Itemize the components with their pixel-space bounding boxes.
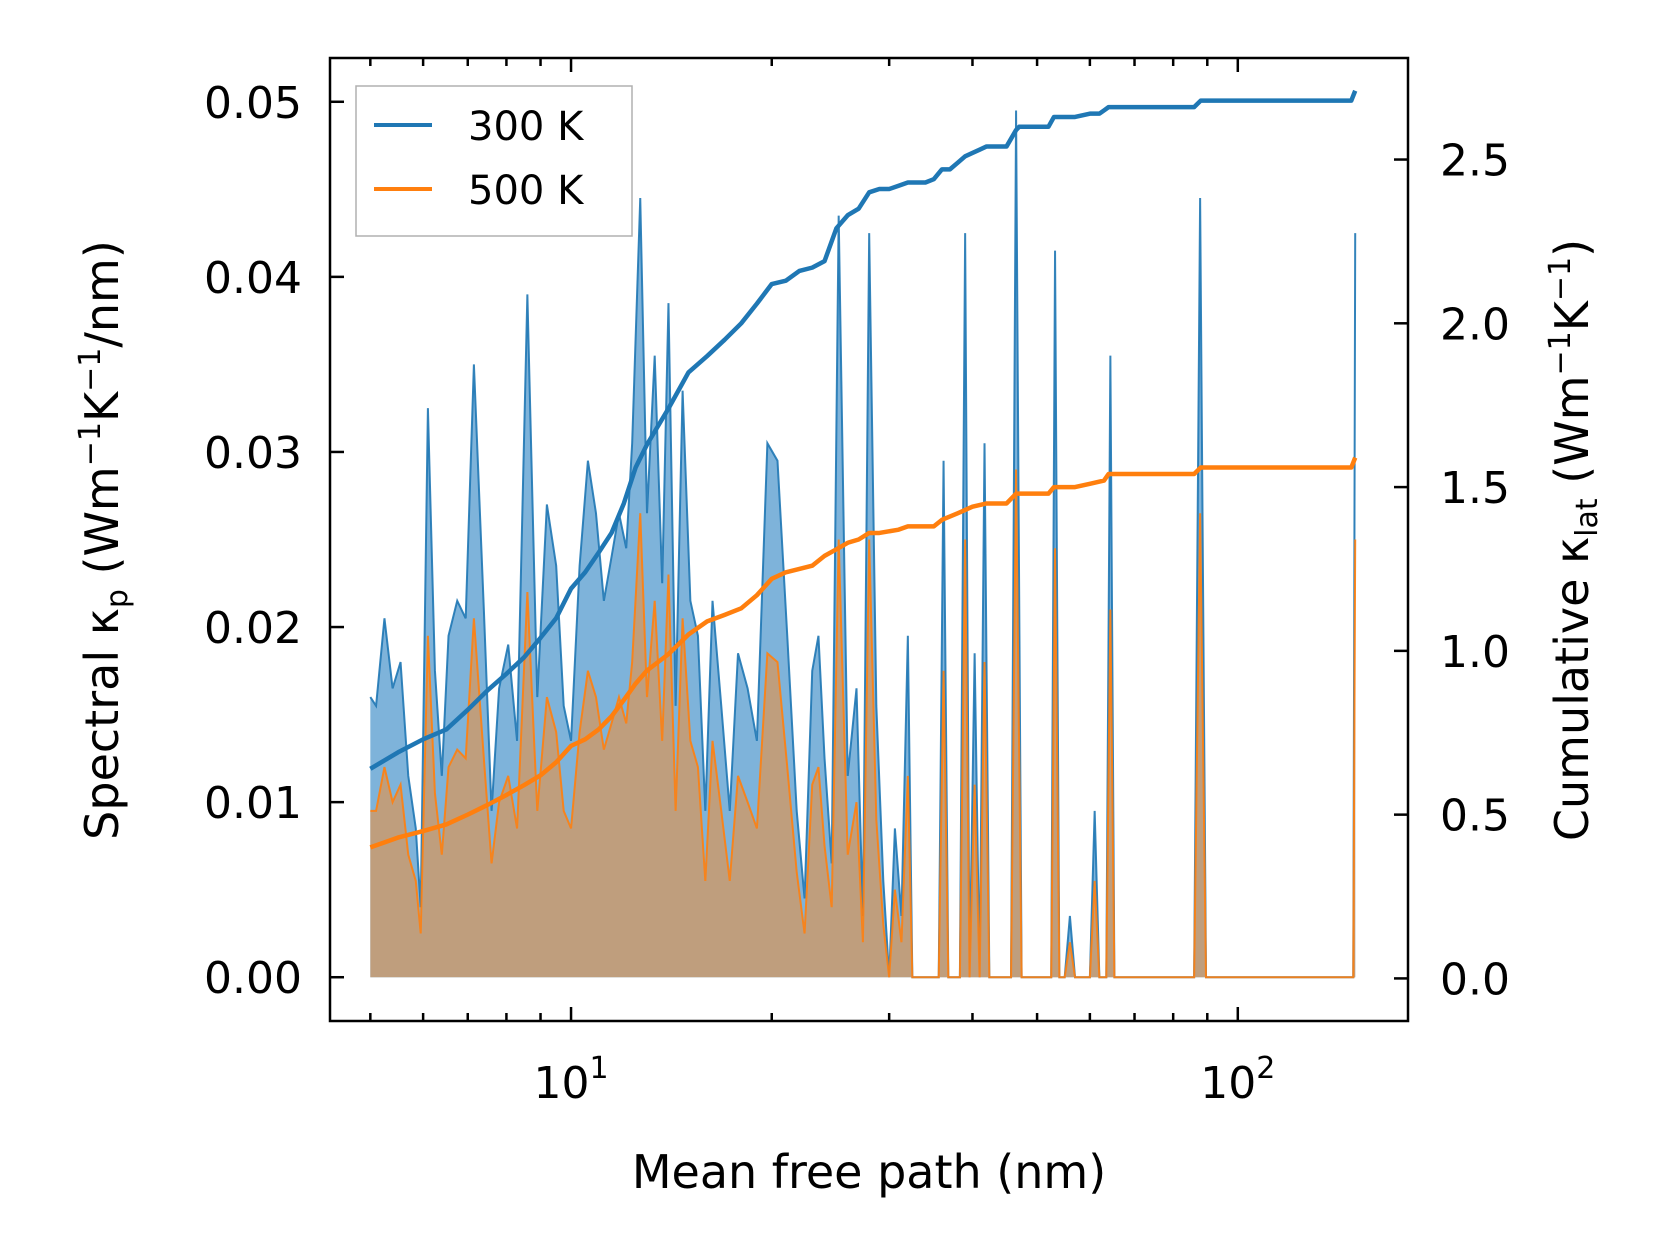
spectral-fills — [369, 110, 1357, 979]
left-tick-label: 0.05 — [204, 78, 302, 129]
legend: 300 K 500 K — [355, 85, 633, 237]
cumulative-line-500k — [369, 456, 1358, 850]
left-tick-label: 0.04 — [204, 253, 302, 304]
spectral-fill-500k — [370, 469, 1356, 978]
legend-box — [355, 85, 633, 237]
left-tick-label: 0.01 — [204, 778, 302, 829]
x-tick-label: 102 — [1200, 1051, 1275, 1109]
axis-ticks — [330, 58, 1408, 1021]
right-tick-label: 1.5 — [1440, 463, 1510, 514]
x-tick-label: 101 — [533, 1051, 608, 1109]
x-axis-title: Mean free path (nm) — [632, 1145, 1106, 1199]
left-tick-label: 0.00 — [204, 953, 302, 1004]
left-tick-labels: 0.00 0.01 0.02 0.03 0.04 0.05 — [204, 78, 302, 1004]
right-tick-label: 2.5 — [1440, 136, 1510, 187]
right-axis-title: Cumulative κlat (Wm−1K−1) — [1543, 239, 1605, 841]
right-tick-label: 2.0 — [1440, 299, 1510, 350]
right-tick-labels: 0.0 0.5 1.0 1.5 2.0 2.5 — [1440, 136, 1510, 1006]
data-lines — [369, 89, 1358, 850]
left-tick-label: 0.03 — [204, 428, 302, 479]
cumulative-line-300k — [369, 89, 1358, 771]
right-tick-label: 1.0 — [1440, 627, 1510, 678]
right-tick-label: 0.0 — [1440, 954, 1510, 1005]
right-tick-label: 0.5 — [1440, 791, 1510, 842]
left-tick-label: 0.02 — [204, 603, 302, 654]
plot-frame — [328, 56, 1410, 1023]
spectral-line-500k — [370, 469, 1357, 979]
left-axis-title: Spectral κp (Wm−1K−1/nm) — [73, 240, 135, 840]
x-tick-labels: 101 102 — [533, 1051, 1275, 1109]
legend-label-300k: 300 K — [468, 104, 585, 150]
legend-label-500k: 500 K — [468, 168, 585, 214]
